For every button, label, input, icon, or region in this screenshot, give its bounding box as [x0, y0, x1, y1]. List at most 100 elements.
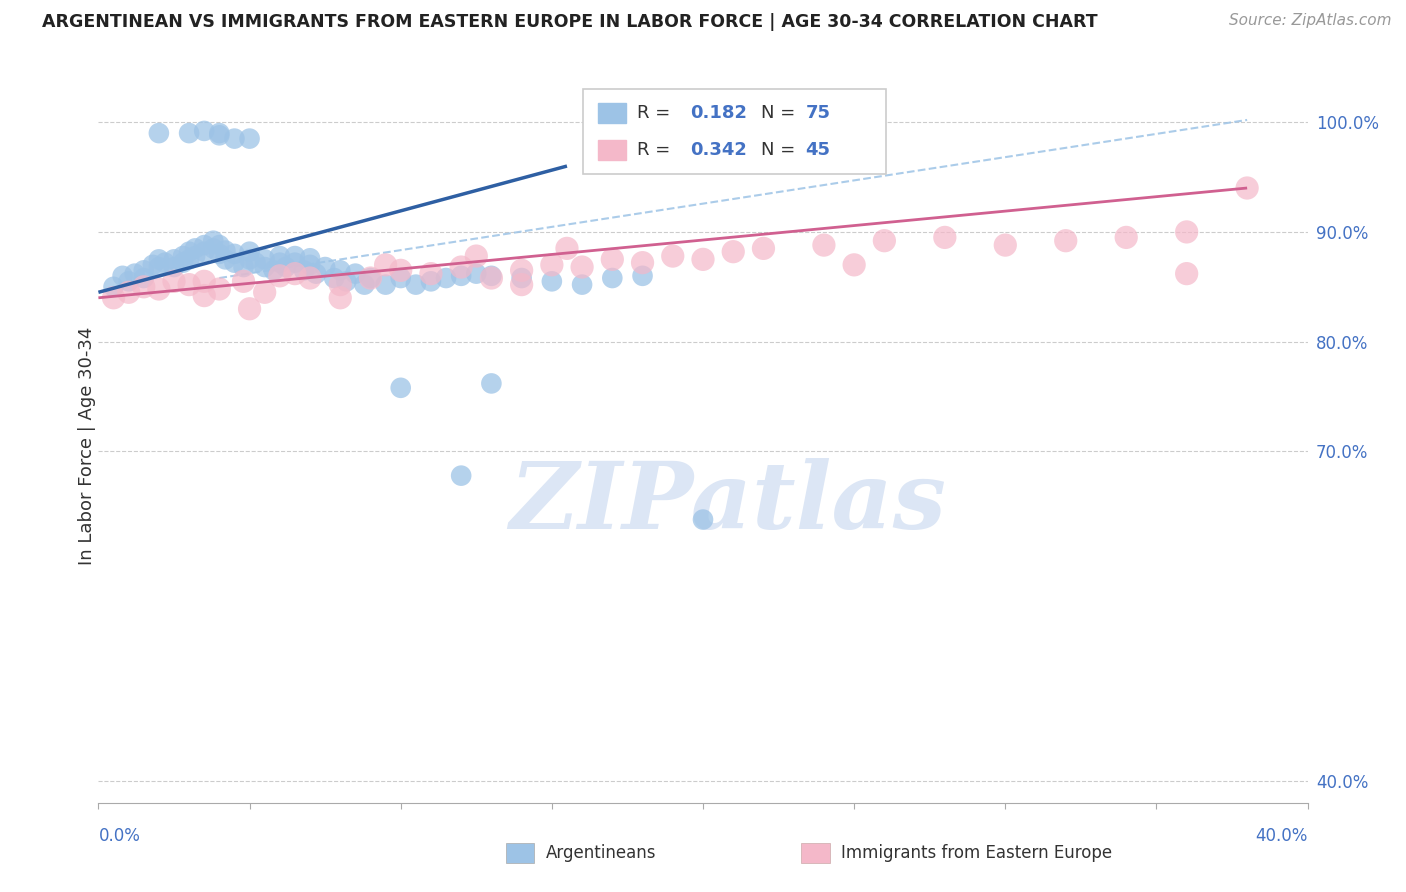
Text: Source: ZipAtlas.com: Source: ZipAtlas.com: [1229, 13, 1392, 29]
Point: [323, 271, 346, 285]
Point: [540, 274, 562, 288]
Point: [1115, 230, 1137, 244]
Point: [450, 268, 472, 283]
Point: [184, 249, 207, 263]
Point: [172, 255, 194, 269]
Point: [405, 277, 427, 292]
Point: [934, 230, 956, 244]
Point: [299, 258, 322, 272]
Point: [184, 241, 207, 255]
Point: [253, 260, 276, 274]
Point: [844, 258, 866, 272]
Point: [540, 258, 562, 272]
Point: [208, 238, 231, 252]
Point: [208, 126, 231, 140]
Y-axis label: In Labor Force | Age 30-34: In Labor Force | Age 30-34: [79, 326, 96, 566]
Point: [360, 271, 382, 285]
Point: [103, 291, 125, 305]
Point: [450, 468, 472, 483]
Point: [360, 271, 382, 285]
Text: 75: 75: [806, 104, 831, 122]
Point: [269, 255, 291, 269]
Point: [269, 268, 291, 283]
Point: [510, 263, 533, 277]
Text: 0.182: 0.182: [690, 104, 748, 122]
Point: [274, 260, 297, 274]
Point: [193, 244, 215, 259]
Point: [153, 255, 176, 269]
Text: 0.342: 0.342: [690, 141, 747, 159]
Point: [148, 126, 170, 140]
Point: [481, 376, 503, 391]
Point: [245, 255, 267, 269]
Point: [239, 131, 262, 145]
Text: N =: N =: [761, 104, 800, 122]
Point: [813, 238, 835, 252]
Text: Argentineans: Argentineans: [546, 844, 657, 862]
Point: [239, 301, 262, 316]
Point: [692, 252, 714, 267]
Point: [374, 258, 396, 272]
Point: [163, 252, 186, 267]
Text: ARGENTINEAN VS IMMIGRANTS FROM EASTERN EUROPE IN LABOR FORCE | AGE 30-34 CORRELA: ARGENTINEAN VS IMMIGRANTS FROM EASTERN E…: [42, 13, 1098, 31]
Point: [132, 271, 155, 285]
Point: [481, 268, 503, 283]
Text: 0.0%: 0.0%: [98, 827, 141, 845]
Point: [224, 247, 246, 261]
Point: [253, 252, 276, 267]
Point: [481, 271, 503, 285]
Point: [193, 124, 215, 138]
Point: [329, 291, 352, 305]
Point: [602, 252, 624, 267]
Point: [132, 280, 155, 294]
Point: [148, 252, 170, 267]
Point: [118, 274, 141, 288]
Point: [571, 260, 593, 274]
Point: [299, 252, 322, 266]
Point: [148, 282, 170, 296]
Text: R =: R =: [637, 104, 676, 122]
Point: [239, 252, 262, 267]
Point: [202, 241, 225, 255]
Point: [292, 263, 315, 277]
Point: [193, 274, 215, 288]
Point: [602, 271, 624, 285]
Point: [193, 238, 215, 252]
Point: [299, 271, 322, 285]
Point: [510, 271, 533, 285]
Point: [179, 252, 201, 267]
Point: [873, 234, 896, 248]
Text: N =: N =: [761, 141, 800, 159]
Text: R =: R =: [637, 141, 676, 159]
Point: [353, 277, 375, 292]
Point: [571, 277, 593, 292]
Text: ZIPatlas: ZIPatlas: [509, 458, 946, 548]
Point: [465, 249, 488, 263]
Point: [124, 267, 146, 281]
Point: [118, 285, 141, 300]
Point: [335, 274, 357, 288]
Point: [374, 277, 396, 292]
Point: [1236, 181, 1258, 195]
Point: [172, 249, 194, 263]
Point: [450, 260, 472, 274]
Point: [253, 285, 276, 300]
Point: [284, 267, 307, 281]
Point: [329, 263, 352, 277]
Point: [389, 381, 412, 395]
Point: [232, 260, 254, 274]
Point: [193, 288, 215, 302]
Text: 40.0%: 40.0%: [1256, 827, 1308, 845]
Point: [305, 267, 328, 281]
Point: [214, 252, 236, 267]
Point: [148, 260, 170, 274]
Point: [284, 249, 307, 263]
Point: [269, 249, 291, 263]
Point: [662, 249, 685, 263]
Point: [631, 268, 654, 283]
Point: [389, 271, 412, 285]
Point: [314, 260, 336, 274]
Point: [214, 244, 236, 258]
Point: [994, 238, 1017, 252]
Point: [208, 282, 231, 296]
